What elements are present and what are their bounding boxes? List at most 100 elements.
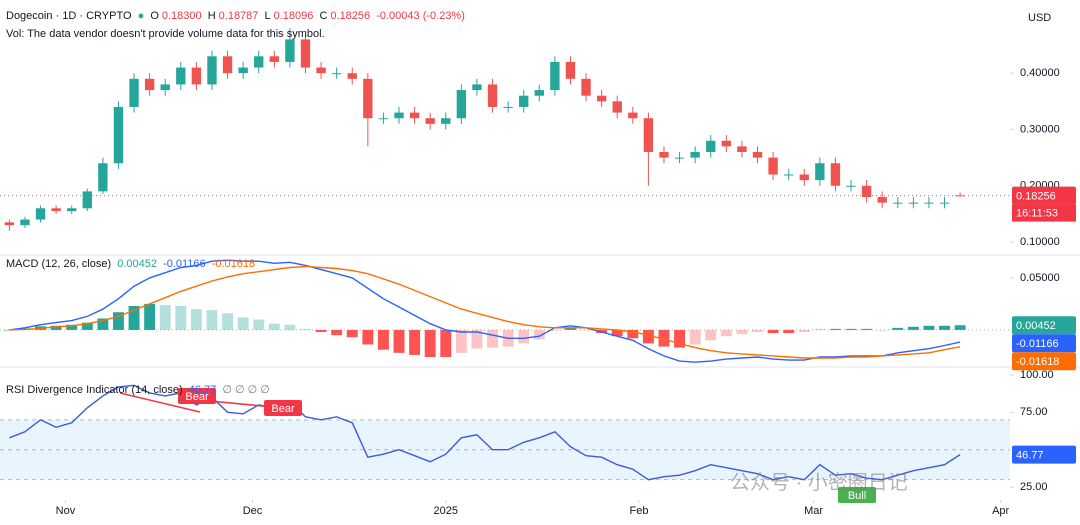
watermark: 公众号 · 小密圈日记 — [730, 472, 908, 494]
y-tick-label: 0.30000 — [1020, 123, 1060, 135]
histogram-bar — [720, 329, 732, 337]
price-legend: Dogecoin · 1D · CRYPTO ● O 0.18300 H 0.187… — [6, 10, 468, 22]
candle-body — [768, 157, 778, 175]
rsi-title: RSI Divergence Indicator (14, close) — [6, 384, 183, 396]
candle-body — [628, 112, 638, 119]
candle-body — [363, 78, 373, 119]
status-dot: ● — [137, 10, 145, 22]
histogram-bar — [253, 319, 265, 330]
histogram-bar — [50, 325, 62, 330]
high: 0.18787 — [218, 10, 259, 22]
histogram-bar — [752, 329, 763, 333]
candle-body — [643, 118, 654, 152]
candle-body — [472, 84, 482, 91]
histogram-bar — [393, 329, 405, 353]
currency: USD — [1028, 12, 1051, 24]
x-tick-label: 2025 — [434, 505, 458, 517]
histogram-bar — [487, 329, 498, 348]
y-tick-label: 0.10000 — [1020, 236, 1060, 248]
countdown-box — [1012, 204, 1076, 222]
candle-body — [285, 39, 295, 62]
y-tick-label: 100.00 — [1020, 369, 1054, 381]
change: -0.00043 (-0.23%) — [376, 10, 465, 22]
histogram-bar — [642, 329, 654, 344]
histogram-bar — [471, 329, 483, 349]
macd-hist-value: 0.00452 — [117, 258, 157, 270]
macd-value-label: 0.00452 — [1016, 320, 1056, 332]
annotation-badge — [838, 487, 876, 503]
histogram-bar — [861, 328, 873, 330]
candle-body — [861, 185, 872, 198]
candle-body — [815, 163, 825, 181]
candle-body — [347, 73, 357, 79]
candle-body — [4, 222, 15, 226]
histogram-bar — [783, 329, 795, 334]
h-label: H — [207, 10, 216, 22]
histogram-bar — [876, 329, 888, 331]
histogram-bar — [409, 329, 421, 355]
histogram-bar — [814, 328, 826, 330]
x-tick-label: Mar — [804, 505, 823, 517]
histogram-bar — [565, 327, 576, 330]
histogram-bar — [113, 312, 124, 330]
candle-body — [67, 208, 77, 212]
rsi-value: 46.77 — [188, 384, 217, 396]
histogram-bar — [284, 324, 296, 330]
histogram-bar — [518, 329, 530, 344]
histogram-bar — [362, 329, 374, 345]
candle-body — [160, 84, 170, 91]
histogram-bar — [455, 329, 467, 353]
histogram-bar — [736, 329, 748, 335]
l-label: L — [264, 10, 271, 22]
candle-body — [316, 67, 326, 74]
macd-line-value: -0.01166 — [163, 258, 206, 270]
histogram-bar — [66, 324, 78, 330]
candle-body — [596, 95, 607, 102]
histogram-bar — [144, 303, 156, 330]
candle-body — [674, 157, 685, 159]
candle-body — [877, 197, 887, 203]
histogram-bar — [580, 329, 592, 331]
candle-body — [456, 90, 467, 119]
histogram-bar — [658, 329, 670, 347]
annotation-badge — [178, 388, 216, 404]
y-tick-label: 75.00 — [1020, 406, 1048, 418]
annotation-badge — [264, 400, 302, 416]
macd-value-label: -0.01166 — [1016, 338, 1059, 350]
candle-body — [35, 208, 46, 220]
candle-body — [176, 67, 186, 85]
candle-body — [113, 106, 124, 164]
histogram-bar — [892, 327, 904, 330]
y-tick-label: 0.05000 — [1020, 272, 1060, 284]
candle-body — [487, 84, 498, 107]
candle-body — [846, 185, 856, 187]
x-tick-label: Apr — [992, 505, 1009, 517]
histogram-bar — [923, 325, 935, 330]
histogram-bar — [798, 329, 810, 333]
candle-body — [441, 118, 451, 124]
histogram-bar — [440, 329, 452, 357]
histogram-bar — [159, 304, 171, 330]
rsi-line — [9, 384, 961, 481]
candle-body — [690, 151, 700, 158]
y-tick-label: 25.00 — [1020, 481, 1048, 493]
macd-title: MACD (12, 26, close) — [6, 258, 112, 270]
histogram-bar — [611, 329, 623, 337]
candle-body — [409, 112, 420, 119]
candle-body — [20, 219, 30, 226]
histogram-bar — [206, 310, 218, 330]
candle-body — [269, 56, 279, 62]
histogram-bar — [237, 317, 249, 330]
candle-body — [207, 56, 217, 85]
histogram-bar — [829, 328, 841, 330]
candle-body — [908, 202, 919, 204]
macd-line — [9, 265, 961, 359]
close: 0.18256 — [330, 10, 371, 22]
histogram-bar — [674, 329, 686, 348]
divergence-line — [119, 392, 201, 413]
candle-body — [191, 67, 202, 85]
annotation: Bull — [848, 490, 866, 502]
histogram-bar — [939, 325, 950, 330]
